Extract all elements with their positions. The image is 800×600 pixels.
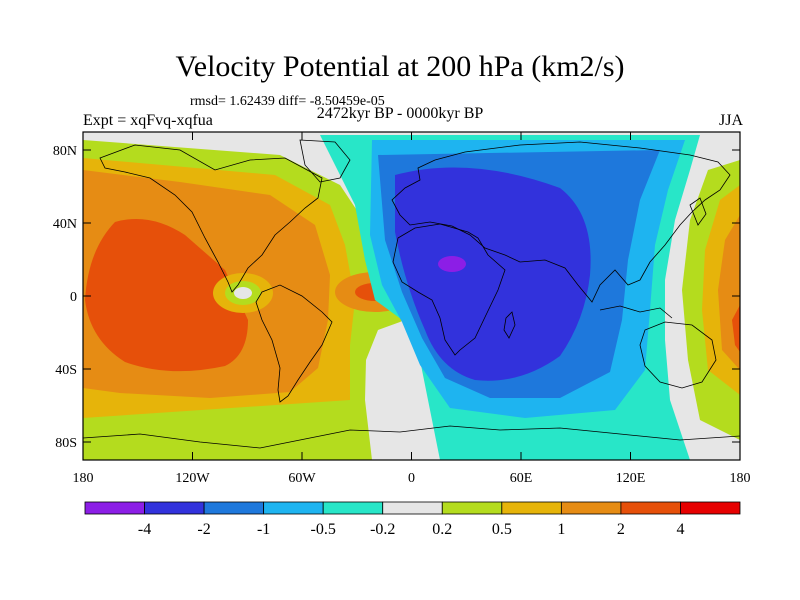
colorbar-label: 1	[557, 521, 565, 538]
colorbar-label: 0.2	[432, 521, 452, 538]
coastline-greenland	[299, 139, 351, 183]
colorbar-label: -0.5	[311, 521, 336, 538]
x-tick-label: 120E	[616, 471, 646, 486]
experiment-label: Expt = xqFvq-xqfua	[83, 112, 213, 129]
coastline-australia	[639, 321, 717, 389]
stats-label: rmsd= 1.62439 diff= -8.50459e-05	[190, 94, 385, 109]
coastline-south-america	[255, 284, 333, 403]
coastline-japan	[689, 197, 707, 226]
colorbar-swatch	[144, 501, 205, 515]
negative-contour-level-4	[395, 167, 591, 381]
period-label: 2472kyr BP - 0000kyr BP	[316, 105, 484, 122]
map-title: Velocity Potential at 200 hPa (km2/s)	[175, 50, 625, 83]
colorbar-label: 0.5	[492, 521, 512, 538]
coastline-north-america	[99, 144, 323, 293]
x-tick-label: 0	[408, 471, 415, 486]
y-tick-label: 0	[70, 290, 77, 305]
x-tick-label: 180	[730, 471, 751, 486]
colorbar-swatch	[382, 501, 443, 515]
colorbar-label: -0.2	[370, 521, 395, 538]
coastline-africa	[392, 223, 506, 356]
negative-minimum-cell	[438, 256, 466, 272]
y-tick-label: 40N	[53, 217, 77, 232]
season-label: JJA	[718, 112, 743, 129]
colorbar	[84, 501, 741, 515]
coastline-eurasia	[391, 141, 731, 303]
colorbar-label: -4	[138, 521, 151, 538]
coastline-antarctica	[83, 425, 740, 449]
colorbar-swatch	[441, 501, 503, 515]
contour-field	[83, 132, 740, 460]
colorbar-swatch	[322, 501, 384, 515]
colorbar-swatch	[560, 501, 622, 515]
colorbar-swatch	[203, 501, 265, 515]
x-tick-label: 60W	[288, 471, 316, 486]
colorbar-swatch	[263, 501, 324, 515]
colorbar-swatch	[501, 501, 562, 515]
coastlines	[83, 139, 740, 449]
colorbar-label: 4	[676, 521, 684, 538]
coastline-indonesia	[599, 305, 673, 319]
x-tick-label: 120W	[175, 471, 210, 486]
y-tick-label: 80S	[55, 436, 77, 451]
colorbar-swatch	[620, 501, 681, 515]
colorbar-swatch	[84, 501, 145, 515]
positive-contour-level-4	[85, 218, 248, 372]
y-tick-label: 40S	[55, 363, 77, 378]
coastline-madagascar	[503, 311, 516, 339]
x-tick-label: 180	[73, 471, 94, 486]
colorbar-label: -1	[257, 521, 270, 538]
x-tick-label: 60E	[510, 471, 533, 486]
colorbar-swatch	[680, 501, 741, 515]
colorbar-label: -2	[197, 521, 210, 538]
y-tick-label: 80N	[53, 144, 77, 159]
colorbar-label: 2	[617, 521, 625, 538]
